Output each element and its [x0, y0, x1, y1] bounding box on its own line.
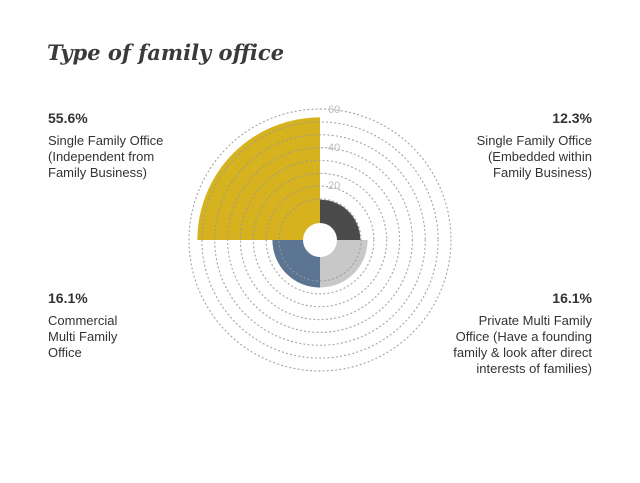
- grid-ring: [278, 198, 362, 282]
- segment-bottom-left: [272, 240, 320, 288]
- label-commercial-multi-family: 16.1% Commercial Multi Family Office: [48, 290, 117, 361]
- label-line: Single Family Office: [476, 133, 592, 148]
- grid-ring: [227, 147, 414, 334]
- label-line: Multi Family: [48, 329, 118, 344]
- label-percent: 55.6%: [48, 110, 88, 126]
- label-line: Office: [48, 345, 82, 360]
- chart-title: Type of family office: [47, 40, 285, 65]
- segment-top-left: [197, 117, 320, 240]
- grid-ring: [214, 134, 426, 346]
- axis-tick-label: 40: [328, 142, 340, 154]
- label-private-multi-family: 16.1% Private Multi Family Office (Have …: [453, 290, 592, 377]
- grid-ring: [201, 121, 439, 359]
- label-line: Single Family Office: [48, 133, 164, 148]
- grid-ring: [188, 108, 452, 372]
- label-line: Commercial: [48, 313, 118, 328]
- grid-ring: [239, 159, 401, 321]
- grid-ring: [265, 185, 375, 295]
- label-line: Family Business): [493, 165, 592, 180]
- label-line: Office (Have a founding: [455, 329, 592, 344]
- label-percent: 12.3%: [552, 110, 592, 126]
- label-percent: 16.1%: [552, 290, 592, 306]
- label-line: interests of families): [476, 361, 592, 376]
- label-percent: 16.1%: [48, 290, 88, 306]
- label-single-family-independent: 55.6% Single Family Office (Independent …: [48, 110, 163, 181]
- axis-tick-label: 20: [328, 180, 340, 192]
- label-line: Family Business): [48, 165, 147, 180]
- axis-tick-label: 60: [328, 104, 340, 116]
- label-line: Private Multi Family: [478, 313, 592, 328]
- label-line: family & look after direct: [453, 345, 592, 360]
- label-line: (Embedded within: [487, 149, 592, 164]
- grid-ring: [252, 172, 388, 308]
- label-line: (Independent from: [48, 149, 155, 164]
- segment-bottom-right: [320, 240, 368, 288]
- label-single-family-embedded: 12.3% Single Family Office (Embedded wit…: [477, 110, 592, 181]
- segment-top-right: [320, 199, 361, 240]
